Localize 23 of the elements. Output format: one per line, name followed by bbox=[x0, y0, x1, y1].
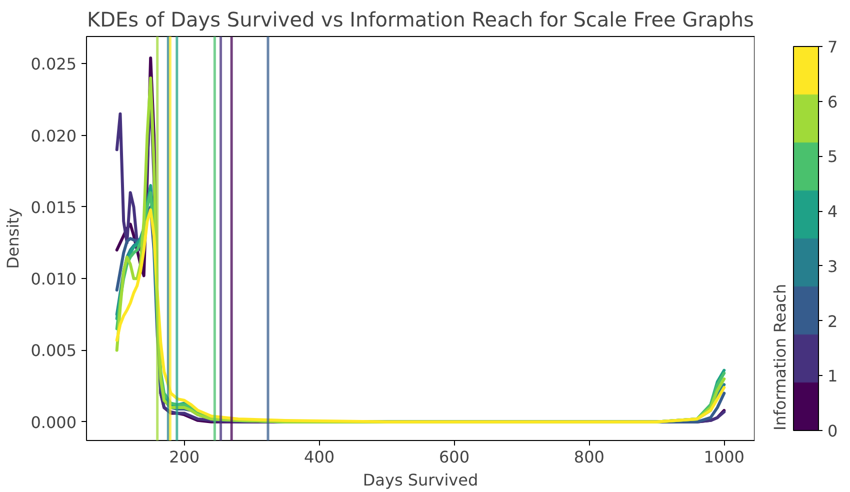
x-tick-label: 600 bbox=[438, 448, 470, 466]
color-bar-label: 1 bbox=[828, 366, 838, 386]
x-tick-label: 200 bbox=[169, 448, 200, 466]
color-bar-label: 5 bbox=[828, 147, 838, 166]
chart-title: KDEs of Days Survived vs Information Reach for Scale Free Graphs bbox=[87, 8, 754, 32]
y-tick-label: 0.020 bbox=[30, 126, 77, 146]
x-tick-label: 400 bbox=[304, 448, 335, 466]
color-bar-label: 0 bbox=[828, 422, 838, 440]
color-bar-title: Information Reach bbox=[770, 284, 790, 430]
y-tick-label: 0.025 bbox=[30, 54, 77, 74]
y-axis-title: Density bbox=[4, 208, 23, 269]
color-bar-label: 3 bbox=[828, 256, 838, 276]
color-bar-label: 2 bbox=[828, 312, 838, 331]
color-bar-label: 6 bbox=[828, 92, 838, 112]
y-tick-label: 0.000 bbox=[30, 412, 77, 432]
x-tick-label: 800 bbox=[574, 448, 604, 466]
color-bar-label: 7 bbox=[828, 38, 838, 56]
x-axis-title: Days Survived bbox=[362, 470, 478, 490]
y-tick-label: 0.015 bbox=[30, 198, 77, 217]
x-tick-label: 1000 bbox=[704, 448, 744, 466]
y-tick-label: 0.005 bbox=[30, 341, 77, 360]
color-bar-label: 4 bbox=[828, 202, 838, 222]
y-tick-label: 0.010 bbox=[30, 270, 77, 289]
